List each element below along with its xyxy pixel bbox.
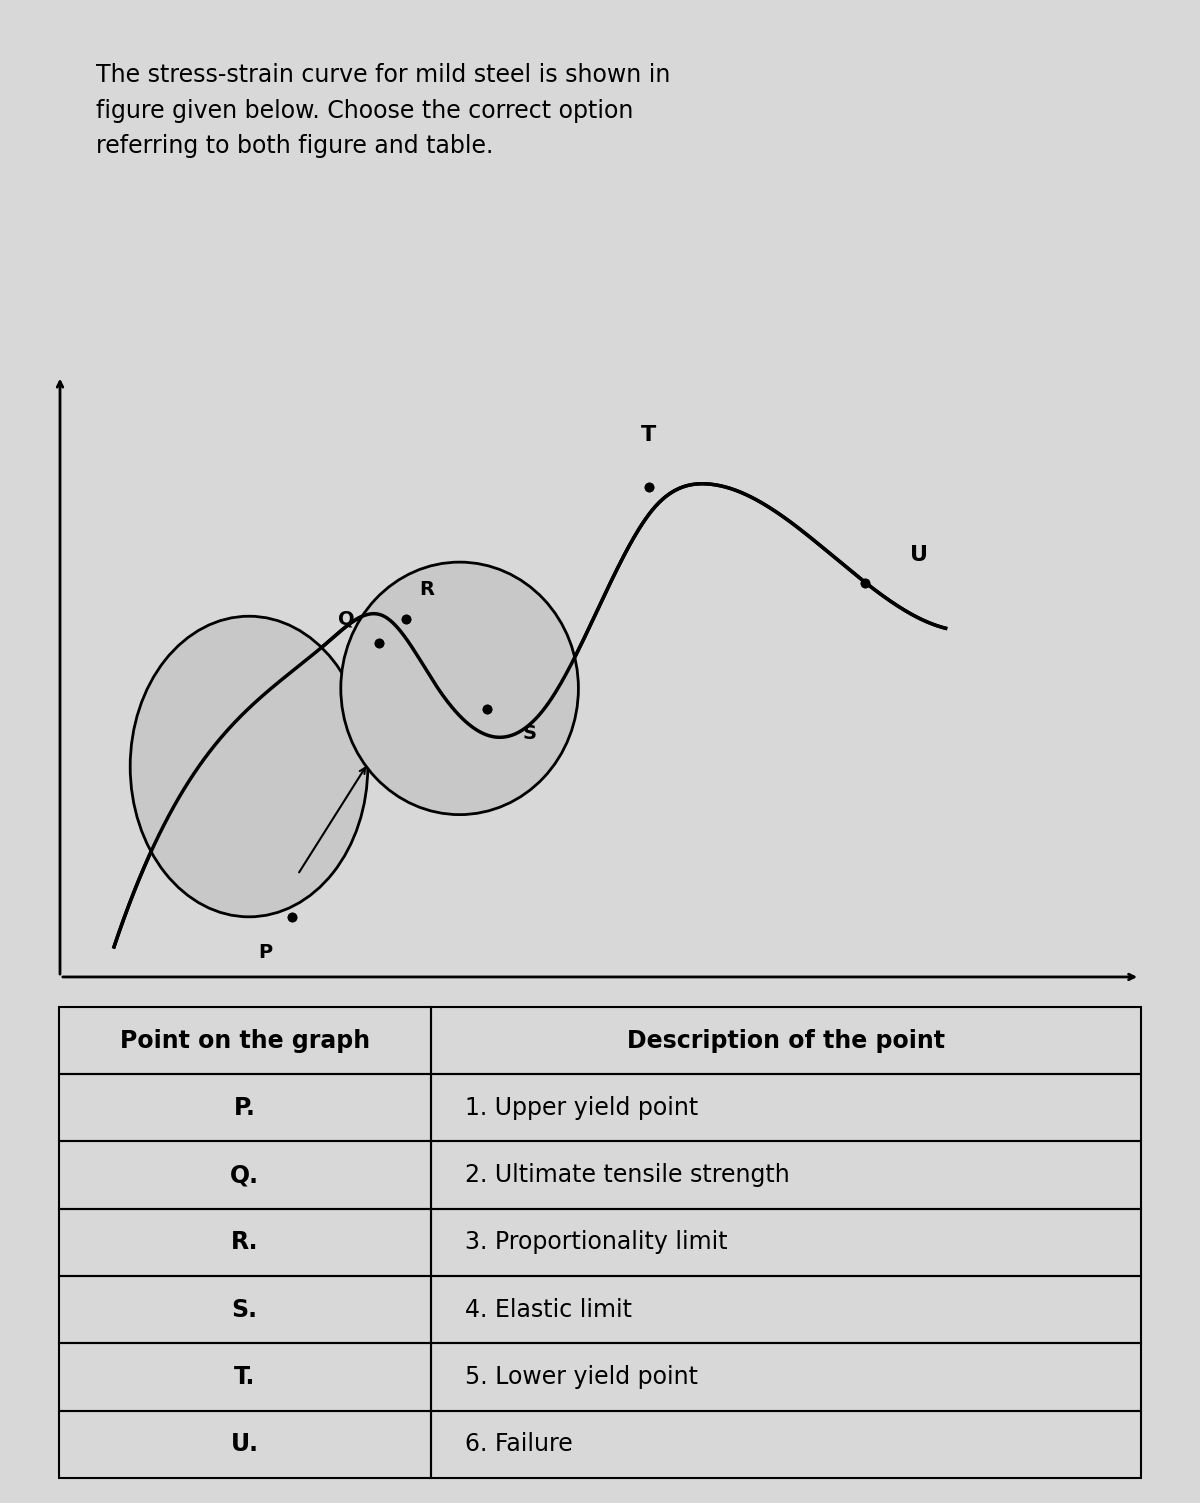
Text: Description of the point: Description of the point <box>628 1028 946 1052</box>
Text: Point on the graph: Point on the graph <box>120 1028 370 1052</box>
Text: 2. Ultimate tensile strength: 2. Ultimate tensile strength <box>464 1163 790 1187</box>
Bar <box>59 1141 431 1208</box>
Bar <box>431 1075 1141 1141</box>
Bar <box>431 1208 1141 1276</box>
Text: S.: S. <box>232 1297 258 1321</box>
Text: U.: U. <box>230 1432 259 1456</box>
Ellipse shape <box>341 562 578 815</box>
Text: 3. Proportionality limit: 3. Proportionality limit <box>464 1231 727 1255</box>
Bar <box>59 1007 431 1075</box>
Bar <box>431 1007 1141 1075</box>
Bar <box>59 1075 431 1141</box>
Text: R: R <box>420 580 434 598</box>
Bar <box>431 1411 1141 1477</box>
Text: The stress-strain curve for mild steel is shown in
figure given below. Choose th: The stress-strain curve for mild steel i… <box>96 63 671 158</box>
Bar <box>59 1276 431 1344</box>
Text: 5. Lower yield point: 5. Lower yield point <box>464 1365 697 1389</box>
Bar <box>431 1276 1141 1344</box>
Text: 6. Failure: 6. Failure <box>464 1432 572 1456</box>
Bar <box>59 1411 431 1477</box>
Text: T: T <box>641 425 656 445</box>
Text: Q: Q <box>338 610 354 628</box>
Bar <box>59 1344 431 1411</box>
Text: P.: P. <box>234 1096 256 1120</box>
Text: 4. Elastic limit: 4. Elastic limit <box>464 1297 631 1321</box>
Bar <box>431 1344 1141 1411</box>
Text: S: S <box>523 724 536 742</box>
Ellipse shape <box>130 616 368 917</box>
Text: Q.: Q. <box>230 1163 259 1187</box>
Text: U: U <box>910 546 928 565</box>
Text: R.: R. <box>230 1231 258 1255</box>
Bar <box>59 1208 431 1276</box>
Bar <box>431 1141 1141 1208</box>
Text: T.: T. <box>234 1365 256 1389</box>
Text: P: P <box>258 944 272 962</box>
Text: 1. Upper yield point: 1. Upper yield point <box>464 1096 698 1120</box>
